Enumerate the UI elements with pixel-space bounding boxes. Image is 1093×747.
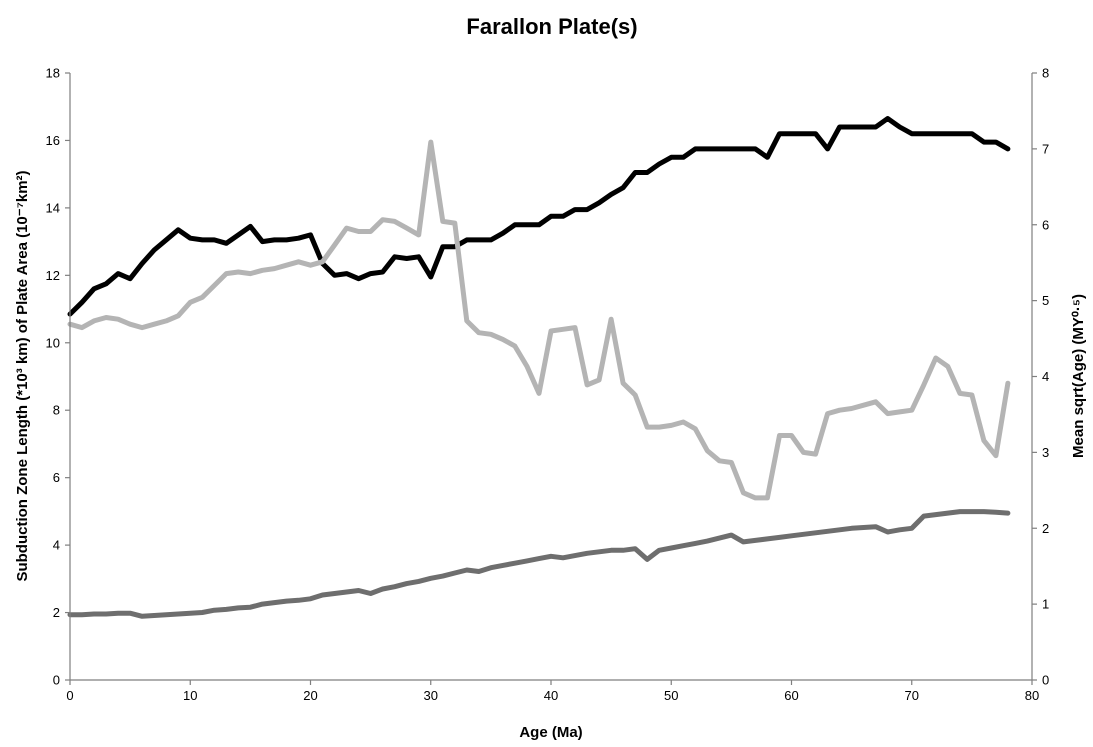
series-line-dark-gray — [67, 509, 1011, 619]
x-tick-label: 70 — [905, 688, 919, 703]
y-tick-label-right: 7 — [1042, 141, 1049, 156]
x-tick-label: 50 — [664, 688, 678, 703]
y-ticks-left: 0 2 4 6 8 10 12 14 16 18 — [46, 66, 70, 688]
x-ticks: 0 10 20 30 40 50 60 70 80 — [66, 680, 1039, 703]
y-tick-label-right: 4 — [1042, 369, 1049, 384]
y-tick-label-left: 12 — [46, 268, 60, 283]
y-tick-label-left: 18 — [46, 66, 60, 81]
y-tick-label-left: 16 — [46, 133, 60, 148]
x-tick-label: 0 — [66, 688, 73, 703]
y-tick-label-left: 6 — [53, 470, 60, 485]
x-tick-label: 30 — [424, 688, 438, 703]
x-tick-label: 80 — [1025, 688, 1039, 703]
y-tick-label-left: 14 — [46, 200, 60, 215]
y-tick-label-left: 10 — [46, 335, 60, 350]
x-tick-label: 10 — [183, 688, 197, 703]
y-tick-label-left: 0 — [53, 673, 60, 688]
x-tick-label: 40 — [544, 688, 558, 703]
right-y-axis-title: Mean sqrt(Age) (MY⁰·⁵) — [1070, 294, 1087, 458]
y-tick-label-right: 0 — [1042, 673, 1049, 688]
series-line-light-gray — [67, 139, 1011, 501]
series-layer — [67, 116, 1011, 619]
y-tick-label-right: 1 — [1042, 597, 1049, 612]
y-tick-label-right: 2 — [1042, 521, 1049, 536]
y-tick-label-left: 4 — [53, 538, 60, 553]
y-tick-label-right: 6 — [1042, 217, 1049, 232]
x-tick-label: 60 — [784, 688, 798, 703]
y-tick-label-left: 8 — [53, 403, 60, 418]
y-tick-label-right: 5 — [1042, 293, 1049, 308]
y-ticks-right: 0 1 2 3 4 5 6 7 8 — [1032, 66, 1049, 688]
y-tick-label-right: 8 — [1042, 66, 1049, 81]
y-tick-label-right: 3 — [1042, 445, 1049, 460]
x-axis-title: Age (Ma) — [519, 724, 582, 741]
y-tick-label-left: 2 — [53, 605, 60, 620]
series-line-black — [67, 116, 1011, 317]
chart-title: Farallon Plate(s) — [466, 14, 637, 39]
left-y-axis-title: Subduction Zone Length (*10³ km) of Plat… — [14, 170, 31, 581]
x-tick-label: 20 — [303, 688, 317, 703]
